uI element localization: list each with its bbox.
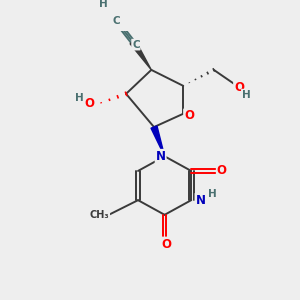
Text: C: C (113, 16, 121, 26)
Text: N: N (196, 194, 206, 207)
Text: O: O (217, 164, 227, 177)
Text: O: O (161, 238, 171, 250)
Text: H: H (99, 0, 108, 9)
Text: O: O (85, 97, 94, 110)
Polygon shape (151, 126, 165, 156)
Text: CH₃: CH₃ (90, 210, 109, 220)
Text: H: H (208, 189, 216, 199)
Text: O: O (184, 110, 194, 122)
Text: H: H (242, 90, 250, 100)
Text: C: C (132, 40, 140, 50)
Text: N: N (156, 150, 166, 163)
Text: H: H (75, 93, 84, 103)
Polygon shape (130, 40, 151, 70)
Text: O: O (234, 81, 244, 94)
